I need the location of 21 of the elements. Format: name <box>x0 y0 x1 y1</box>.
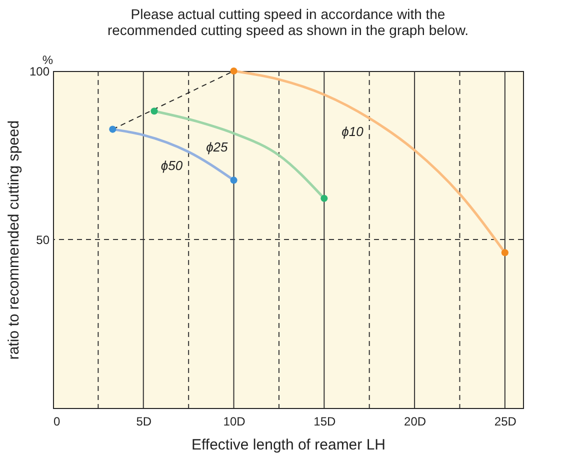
x-tick-label: 5D <box>136 414 152 428</box>
point <box>150 108 158 115</box>
chart-title: Please actual cutting speed in accordance with the recommended cutting speed as shown in the graph below. <box>107 6 469 38</box>
series-label: ϕ25 <box>206 139 229 154</box>
y-tick-label: 50 <box>36 233 50 247</box>
point <box>320 194 328 202</box>
point <box>230 176 238 184</box>
point <box>109 126 116 133</box>
series-label: ϕ50 <box>160 158 184 173</box>
y-axis-title: ratio to recommended cutting speed <box>5 120 22 360</box>
x-tick-label: 0 <box>54 414 60 428</box>
x-tick-label: 25D <box>494 414 517 428</box>
text: % <box>42 53 54 67</box>
y-tick-label: 100 <box>29 64 50 78</box>
x-tick-label: 15D <box>314 414 336 428</box>
series-label: ϕ10 <box>342 124 364 140</box>
point <box>501 249 508 256</box>
x-tick-label: 10D <box>223 414 246 428</box>
x-axis-title: Effective length of reamer LH <box>192 436 386 454</box>
point <box>230 67 238 75</box>
x-tick-label: 20D <box>404 414 426 428</box>
